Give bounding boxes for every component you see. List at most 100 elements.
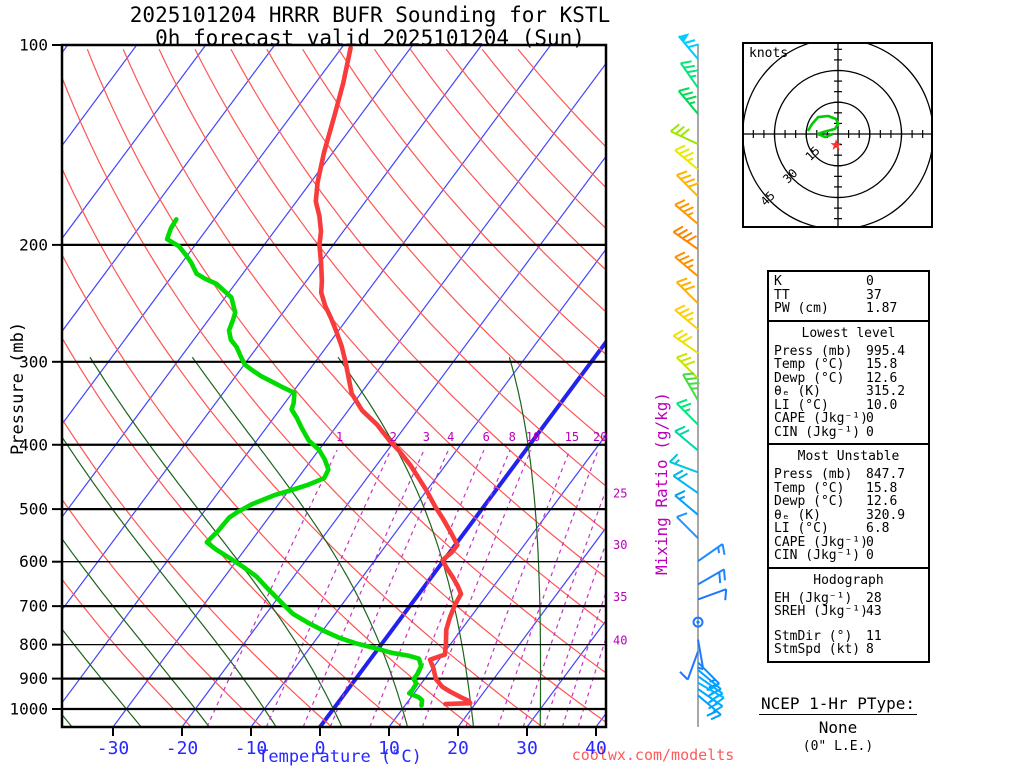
table-row-label: PW (cm)	[774, 301, 829, 316]
dry-adiabat-line	[62, 417, 333, 727]
wind-barb	[670, 123, 699, 145]
wind-barb	[697, 694, 722, 721]
table-row-label: EH (Jkg⁻¹)	[774, 590, 853, 606]
pressure-tick-label: 1000	[9, 700, 48, 719]
wind-barb	[674, 251, 699, 278]
wind-barb	[679, 60, 699, 89]
moist-adiabat-line	[191, 356, 409, 727]
temperature-trace	[313, 45, 473, 707]
table-row-value: 6.8	[866, 521, 890, 536]
mixing-ratio-value-label: 6	[483, 430, 490, 444]
table-row: SREH (Jkg⁻¹) 43	[769, 605, 928, 619]
dry-adiabat-line	[62, 578, 192, 727]
table-row-value: 43	[866, 604, 882, 619]
table-row-value: 8	[866, 642, 874, 657]
watermark-link[interactable]: coolwx.com/modelts	[571, 746, 735, 764]
table-row: LI (°C) 10.0	[769, 398, 928, 413]
mixing-ratio-value-label: 1	[336, 430, 343, 444]
dry-adiabat-line	[337, 48, 606, 356]
table-row-label: CIN (Jkg⁻¹)	[774, 424, 861, 440]
pressure-tick-label: 400	[19, 435, 48, 454]
temperature-axis-label: Temperature (°C)	[258, 747, 422, 767]
ptype-liquid-equivalent: (0" L.E.)	[802, 739, 874, 754]
pressure-tick-label: 900	[19, 669, 48, 688]
dry-adiabat-line	[194, 48, 606, 533]
plot-frame	[60, 43, 608, 729]
dry-adiabat-line	[62, 498, 262, 727]
isotherm-line	[388, 433, 606, 727]
mixing-ratio-value-label: 8	[509, 430, 516, 444]
isotherm-line	[62, 45, 483, 611]
wind-barb	[674, 144, 699, 171]
temperature-tick-label: -10	[235, 738, 268, 759]
table-section-hodograph: Hodograph EH (Jkg⁻¹) 28 SREH (Jkg⁻¹) 43 StmDi…	[769, 569, 928, 661]
dry-adiabat-line	[62, 167, 543, 727]
table-row-value: 0	[866, 534, 874, 550]
table-row-label: Temp (°C)	[774, 357, 845, 372]
wind-barb	[697, 568, 726, 586]
wind-barb	[697, 588, 728, 601]
pressure-tick-label: 100	[19, 36, 48, 55]
temperature-tick-label: 30	[516, 738, 538, 759]
sounding-indices-table: K 0 TT 37 PW (cm) 1.87 Lowest level Press (mb) 9…	[767, 270, 930, 663]
dry-adiabat-line	[373, 48, 606, 313]
table-row-label: CAPE (Jkg⁻¹)	[774, 534, 868, 550]
dry-adiabat-line	[230, 48, 606, 487]
wind-barb	[676, 170, 700, 198]
table-row-label: CIN (Jkg⁻¹)	[774, 548, 861, 563]
table-row-label: θₑ (K)	[774, 384, 821, 399]
table-row-value: 1.87	[866, 301, 898, 316]
table-row: CIN (Jkg⁻¹) 0	[769, 549, 928, 563]
mixing-ratio-line	[577, 635, 606, 727]
temperature-tick-label: -30	[97, 738, 130, 759]
hodograph-units-label: knots	[749, 46, 789, 61]
mixing-ratio-value-label: 15	[565, 430, 579, 444]
table-section-header: Most Unstable	[797, 449, 900, 464]
wind-barb	[674, 489, 699, 516]
dry-adiabat-line	[86, 48, 606, 674]
table-row: TT 37	[769, 287, 928, 303]
isotherm-line	[62, 45, 345, 426]
table-row-label: Temp (°C)	[774, 480, 845, 496]
dry-adiabat-line	[122, 48, 606, 626]
dry-adiabat-line	[266, 48, 606, 443]
table-row-value: 847.7	[866, 467, 906, 482]
table-row: Dewp (°C) 12.6	[769, 370, 928, 386]
table-row-label: Press (mb)	[774, 343, 853, 359]
skewt-plot-area	[62, 45, 606, 727]
zero-isotherm-line	[318, 338, 606, 727]
table-row-value: 0	[866, 411, 874, 426]
mixing-ratio-line	[329, 449, 449, 727]
mixing-ratio-line	[369, 449, 485, 727]
hodograph-frame	[742, 42, 933, 228]
table-section-header: Lowest level	[801, 325, 896, 341]
isotherm-line	[62, 45, 276, 333]
pressure-tick-label: 700	[19, 597, 48, 616]
table-row-label: SREH (Jkg⁻¹)	[774, 604, 868, 619]
table-row: Temp (°C) 15.8	[769, 358, 928, 372]
mixing-ratio-line	[265, 449, 392, 727]
table-row: StmDir (°) 11	[769, 629, 928, 644]
dry-adiabat-line	[302, 48, 606, 399]
table-row: Temp (°C) 15.8	[769, 480, 928, 496]
moist-adiabat-line	[508, 357, 542, 727]
isotherm-line	[112, 62, 606, 727]
table-row-label: Dewp (°C)	[774, 370, 845, 386]
isotherm-line	[62, 45, 69, 54]
isotherm-line	[457, 526, 606, 727]
table-row: EH (Jkg⁻¹) 28	[769, 590, 928, 606]
wind-barb	[697, 688, 724, 713]
dry-adiabat-line	[62, 75, 606, 723]
isotherm-line	[62, 45, 552, 704]
wind-barb	[672, 225, 699, 250]
mixing-ratio-line	[522, 488, 606, 727]
dry-adiabat-line	[409, 48, 606, 271]
mixing-ratio-line	[497, 449, 599, 727]
table-row-value: 37	[866, 287, 882, 303]
moist-adiabat-line	[337, 356, 475, 727]
table-row-label: LI (°C)	[774, 521, 829, 536]
table-row-label: TT	[774, 287, 790, 303]
dry-adiabat-line	[62, 253, 473, 727]
table-row-value: 15.8	[866, 480, 898, 496]
dry-adiabat-line	[445, 48, 606, 230]
